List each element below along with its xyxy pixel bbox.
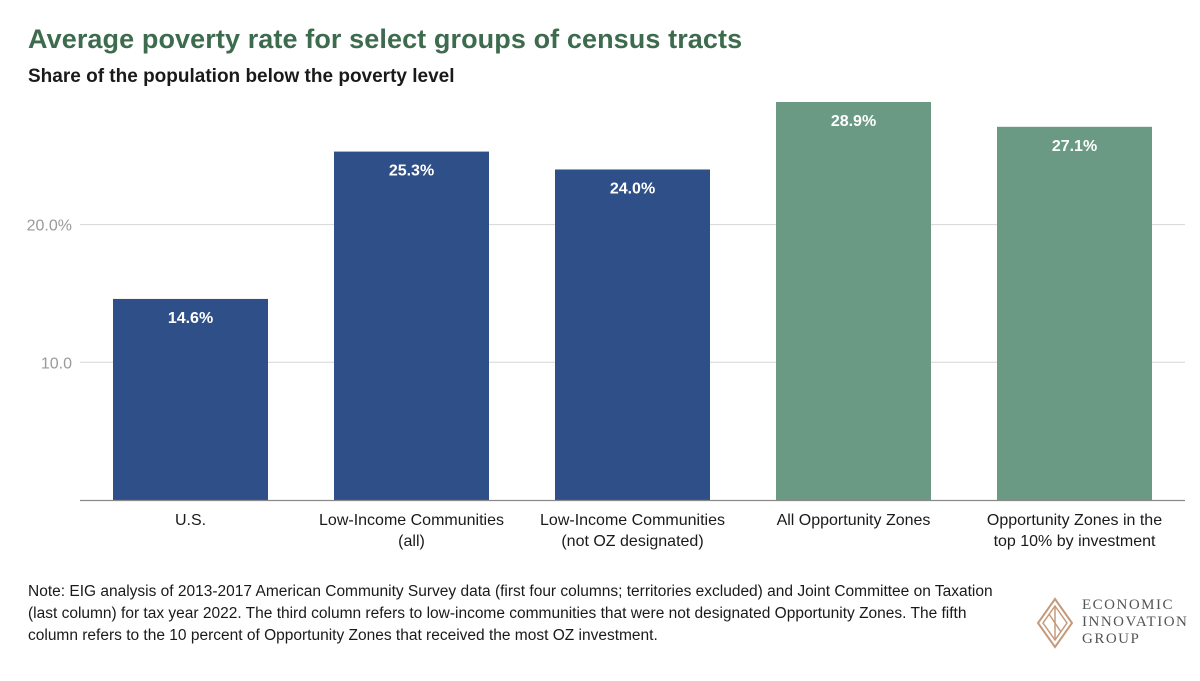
eig-logo-icon — [1036, 597, 1074, 649]
bar — [113, 298, 268, 500]
chart-title: Average poverty rate for select groups o… — [28, 24, 743, 54]
chart-subtitle: Share of the population below the povert… — [28, 66, 455, 87]
bar-chart: 10.0 20.0% 14.6% U.S. 25.3% Low-Income Commun… — [27, 102, 1185, 550]
bar-value-label: 27.1% — [1052, 138, 1097, 155]
y-tick-label: 10.0 — [41, 355, 72, 372]
logo-text: ECONOMIC INNOVATION GROUP — [1082, 597, 1188, 648]
bar-value-label: 14.6% — [168, 310, 213, 327]
bar — [997, 126, 1152, 500]
x-category-label: Low-Income Communities — [319, 512, 504, 529]
bar — [776, 102, 931, 500]
logo-line-3: GROUP — [1082, 631, 1141, 647]
x-category-label: U.S. — [175, 512, 206, 529]
bar — [334, 151, 489, 500]
bar-value-label: 24.0% — [610, 180, 655, 197]
x-category-label: top 10% by investment — [994, 533, 1156, 550]
x-category-label: (not OZ designated) — [561, 533, 703, 550]
logo-line-1: ECONOMIC — [1082, 597, 1175, 613]
bar-value-label: 28.9% — [831, 113, 876, 130]
eig-logo: ECONOMIC INNOVATION GROUP — [1036, 597, 1196, 649]
logo-line-2: INNOVATION — [1082, 614, 1189, 630]
chart-note: Note: EIG analysis of 2013-2017 American… — [28, 583, 993, 644]
x-category-label: (all) — [398, 533, 425, 550]
bar — [555, 169, 710, 501]
y-tick-label: 20.0% — [27, 218, 72, 235]
x-category-label: Low-Income Communities — [540, 512, 725, 529]
x-category-label: All Opportunity Zones — [777, 512, 931, 529]
x-category-label: Opportunity Zones in the — [987, 512, 1162, 529]
bar-value-label: 25.3% — [389, 163, 434, 180]
